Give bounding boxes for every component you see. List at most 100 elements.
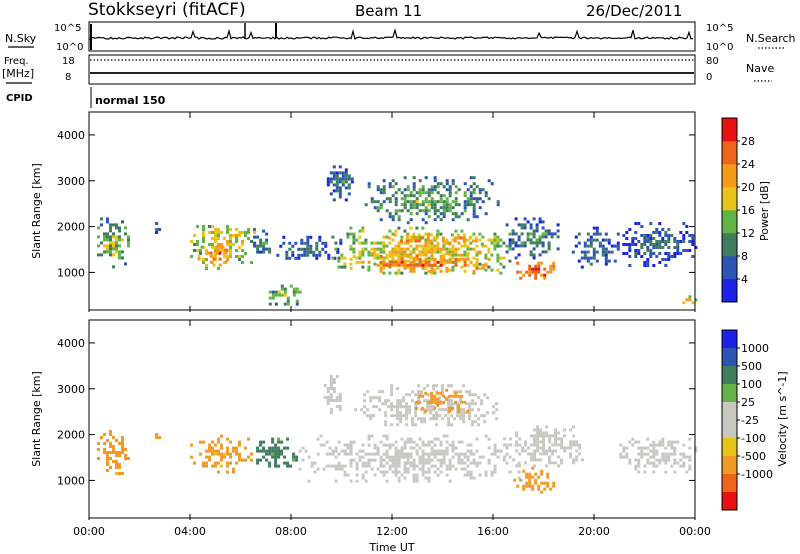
data-cell: [487, 265, 491, 269]
data-cell: [478, 473, 482, 477]
data-cell: [418, 446, 422, 450]
data-cell: [542, 449, 546, 453]
data-cell: [492, 411, 496, 415]
data-cell: [529, 253, 533, 257]
data-cell: [358, 260, 362, 264]
data-cell: [405, 402, 409, 406]
data-cell: [352, 235, 356, 239]
data-cell: [595, 229, 599, 233]
data-cell: [628, 255, 632, 258]
data-cell: [241, 261, 244, 264]
data-cell: [202, 237, 205, 240]
data-cell: [592, 238, 596, 242]
data-cell: [306, 250, 310, 254]
data-cell: [436, 247, 440, 251]
data-cell: [421, 244, 425, 248]
data-cell: [385, 256, 389, 260]
data-cell: [628, 458, 632, 462]
data-cell: [406, 200, 410, 204]
data-cell: [332, 390, 336, 393]
data-cell: [448, 191, 452, 195]
data-cell: [379, 191, 383, 195]
data-cell: [397, 461, 401, 465]
data-cell: [637, 446, 641, 450]
data-cell: [226, 228, 229, 231]
data-cell: [466, 409, 470, 413]
data-cell: [532, 247, 536, 251]
data-cell: [352, 232, 356, 236]
colorbar-tick-label: -500: [741, 450, 766, 463]
data-cell: [574, 244, 578, 248]
data-cell: [274, 452, 278, 456]
data-cell: [433, 209, 437, 213]
data-cell: [412, 203, 416, 207]
data-cell: [652, 464, 656, 468]
data-cell: [454, 200, 458, 204]
data-cell: [460, 265, 464, 269]
data-cell: [232, 243, 235, 246]
data-cell: [445, 269, 449, 273]
data-cell: [409, 263, 413, 267]
data-cell: [388, 200, 392, 204]
data-cell: [259, 449, 263, 453]
data-cell: [493, 464, 497, 468]
cpid-label: CPID: [6, 93, 33, 104]
data-cell: [448, 479, 452, 483]
data-cell: [427, 452, 431, 456]
data-cell: [121, 448, 124, 451]
data-cell: [433, 185, 437, 189]
data-cell: [480, 414, 484, 418]
data-cell: [462, 236, 466, 240]
data-cell: [388, 254, 392, 258]
data-cell: [462, 420, 466, 424]
data-cell: [280, 452, 284, 456]
data-cell: [379, 440, 383, 444]
data-cell: [549, 267, 553, 271]
data-cell: [580, 256, 584, 260]
data-cell: [540, 273, 544, 277]
data-cell: [344, 168, 348, 172]
data-cell: [607, 250, 611, 254]
data-cell: [535, 226, 539, 230]
data-cell: [238, 234, 241, 237]
data-cell: [515, 431, 519, 435]
data-cell: [388, 458, 392, 462]
data-cell: [217, 231, 220, 234]
data-cell: [522, 469, 526, 473]
data-cell: [646, 446, 650, 450]
colorbar-swatch: [722, 164, 737, 188]
data-cell: [548, 461, 552, 465]
data-cell: [688, 234, 692, 237]
data-cell: [364, 247, 368, 251]
data-cell: [433, 464, 437, 468]
data-cell: [339, 238, 343, 242]
data-cell: [250, 458, 253, 462]
data-cell: [586, 259, 590, 263]
data-cell: [235, 461, 238, 465]
data-cell: [394, 200, 398, 204]
data-cell: [448, 188, 452, 192]
data-cell: [430, 394, 434, 398]
data-cell: [592, 253, 596, 257]
data-cell: [306, 244, 310, 248]
data-cell: [193, 243, 196, 246]
data-cell: [436, 185, 440, 189]
data-cell: [628, 461, 632, 465]
data-cell: [391, 247, 395, 251]
data-cell: [109, 238, 112, 242]
data-cell: [229, 240, 232, 243]
data-cell: [658, 443, 662, 447]
data-cell: [444, 408, 448, 412]
data-cell: [334, 467, 338, 471]
data-cell: [601, 253, 605, 257]
data-cell: [331, 449, 335, 453]
data-cell: [469, 176, 473, 180]
data-cell: [276, 253, 280, 257]
data-cell: [369, 399, 373, 403]
data-cell: [282, 235, 286, 239]
data-cell: [528, 484, 532, 488]
data-cell: [490, 238, 494, 242]
data-cell: [496, 200, 500, 204]
data-cell: [280, 284, 284, 288]
data-cell: [469, 191, 473, 195]
